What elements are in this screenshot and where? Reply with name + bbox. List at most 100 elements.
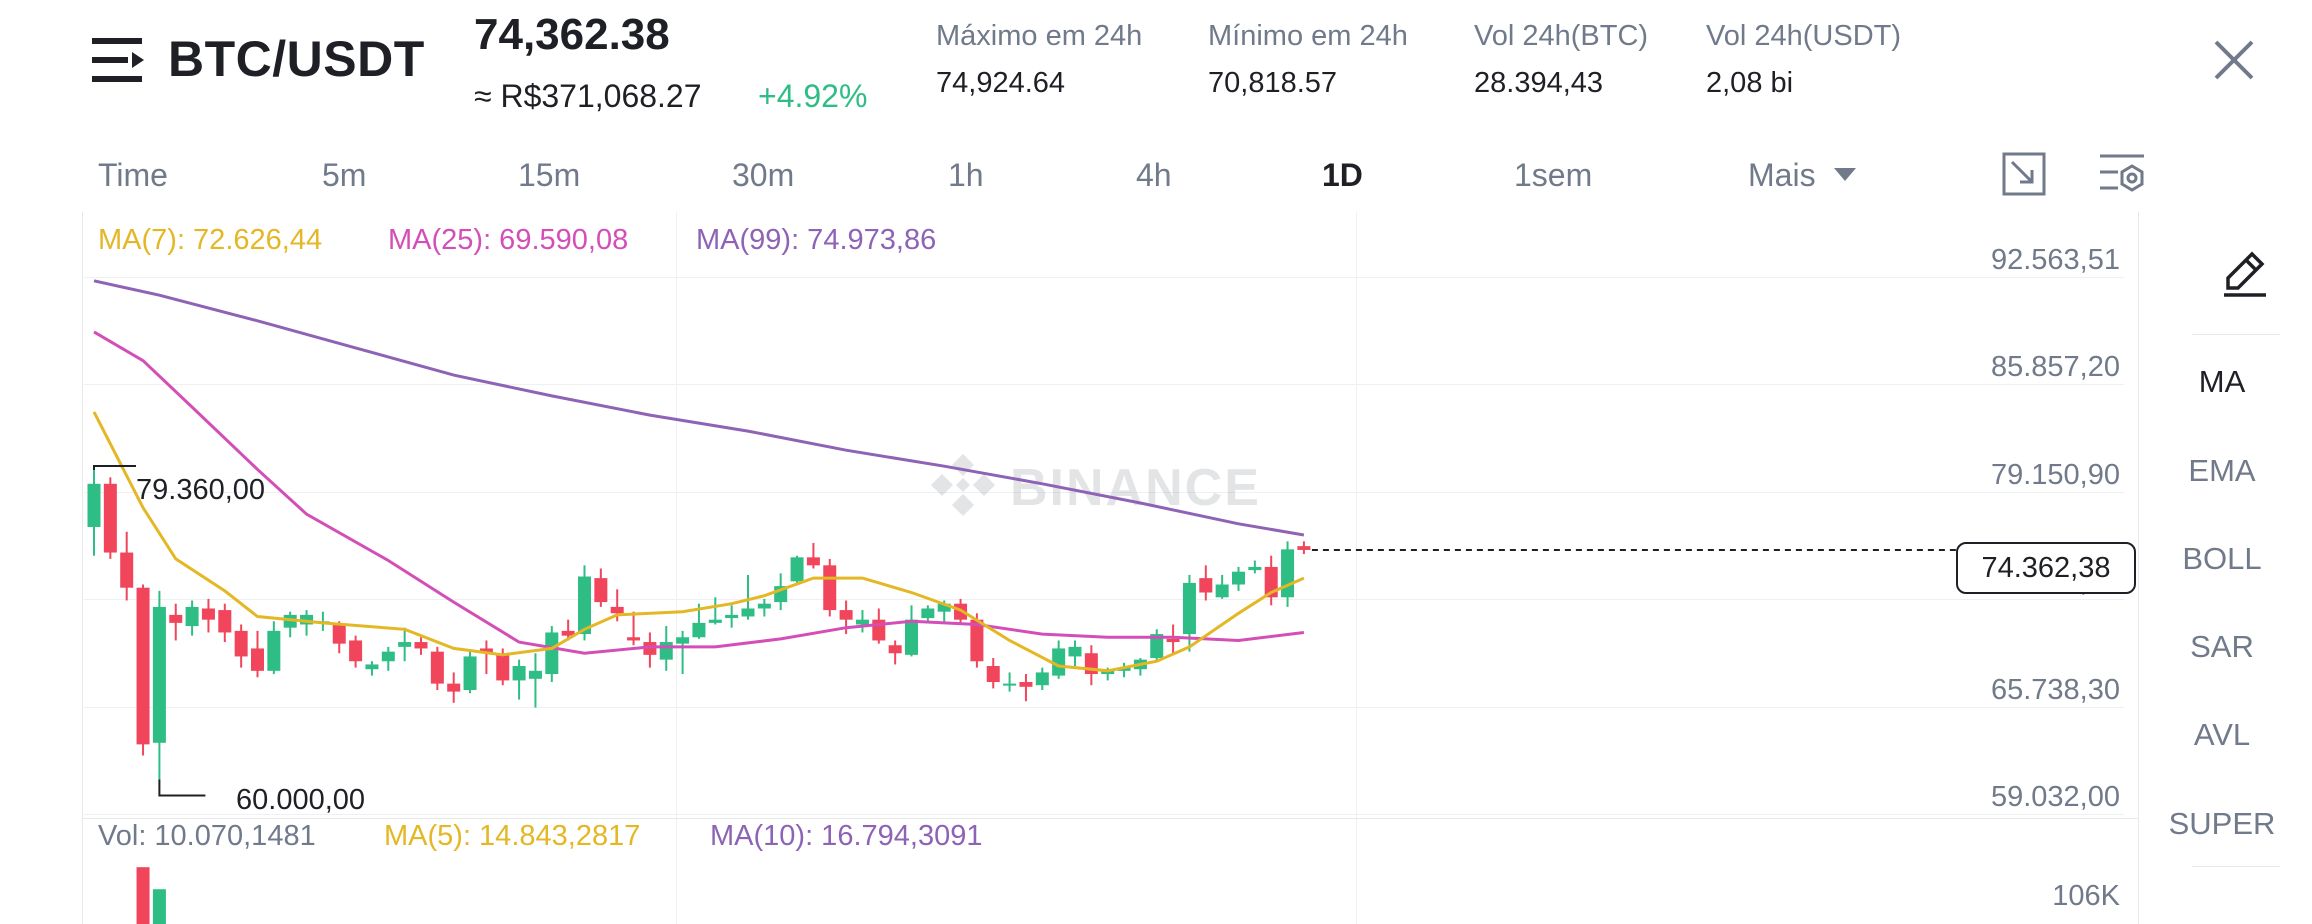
candle-body: [1281, 549, 1295, 598]
candle-body: [120, 552, 134, 588]
candle-body: [365, 664, 379, 670]
current-price-tag[interactable]: 74.362,38: [1956, 542, 2136, 594]
legend-ma7: MA(7): 72.626,44: [98, 224, 323, 256]
stat-label-vol-usdt: Vol 24h(USDT): [1706, 20, 1902, 52]
candle-body: [332, 624, 346, 644]
candle-body: [888, 645, 902, 654]
volume-divider: [82, 818, 2138, 819]
candle-body: [430, 651, 444, 684]
volume-axis-label: 106K: [2052, 880, 2120, 912]
side-divider: [2192, 334, 2280, 335]
binance-logo-icon: [931, 454, 995, 516]
candle-body: [627, 637, 641, 641]
close-icon[interactable]: [2214, 40, 2254, 80]
volume-ma5: MA(5): 14.843,2817: [384, 820, 641, 852]
candle-body: [741, 608, 755, 617]
candle-body: [659, 642, 673, 660]
stat-value-high: 74,924.64: [936, 67, 1066, 99]
tab-1d[interactable]: 1D: [1322, 157, 1363, 193]
volume-ma10: MA(10): 16.794,3091: [710, 820, 983, 852]
indicator-ema[interactable]: EMA: [2188, 453, 2256, 488]
dropdown-caret-icon[interactable]: [1834, 168, 1856, 182]
pair-title[interactable]: BTC/USDT: [168, 31, 425, 87]
low-marker-leader: [158, 779, 206, 797]
indicator-boll[interactable]: BOLL: [2182, 541, 2262, 576]
candle-body: [610, 606, 624, 614]
stat-value-vol-usdt: 2,08 bi: [1706, 67, 1794, 99]
tab-time[interactable]: Time: [98, 157, 168, 193]
price-change-percent: +4.92%: [758, 78, 868, 114]
tab-1sem[interactable]: 1sem: [1514, 157, 1593, 193]
candle-body: [855, 619, 869, 625]
tab-1h[interactable]: 1h: [948, 157, 984, 193]
candle-body: [905, 619, 918, 655]
price-axis-label: 85.857,20: [1990, 351, 2120, 383]
price-axis-label: 65.738,30: [1990, 674, 2120, 706]
grid-line: [84, 599, 2124, 600]
indicator-avl[interactable]: AVL: [2193, 717, 2251, 752]
candle-body: [512, 666, 526, 681]
candle-body: [676, 637, 690, 644]
candle-body: [300, 614, 314, 625]
candle-body: [528, 670, 542, 679]
stat-label-vol-btc: Vol 24h(BTC): [1474, 20, 1649, 52]
candle-body: [790, 557, 804, 582]
legend-ma25: MA(25): 69.590,08: [388, 224, 629, 256]
ma7-line: [92, 411, 1305, 673]
candle-body: [708, 619, 722, 623]
candle-body: [1101, 670, 1115, 675]
watermark-text: BINANCE: [1010, 459, 1261, 517]
high-marker-leader: [93, 465, 136, 471]
tab-more[interactable]: Mais: [1748, 157, 1816, 193]
candle-body: [1166, 638, 1180, 643]
candle-body: [103, 483, 117, 553]
tab-30m[interactable]: 30m: [732, 157, 795, 193]
candle-body: [545, 632, 559, 675]
indicator-ma[interactable]: MA: [2198, 364, 2246, 399]
candle-body: [447, 683, 461, 692]
tab-4h[interactable]: 4h: [1136, 157, 1172, 193]
indicator-sar[interactable]: SAR: [2190, 629, 2254, 664]
menu-icon[interactable]: [92, 36, 148, 84]
candle-body: [921, 608, 935, 619]
candle-body: [1182, 582, 1196, 635]
chart-right-border: [2138, 212, 2139, 924]
candle-body: [1150, 634, 1164, 659]
candle-body: [970, 619, 984, 662]
candle-body: [169, 614, 183, 623]
candle-body: [185, 606, 199, 627]
tab-15m[interactable]: 15m: [518, 157, 581, 193]
candle-body: [152, 606, 166, 743]
tab-5m[interactable]: 5m: [322, 157, 367, 193]
candle-body: [136, 587, 150, 745]
chart-settings-icon[interactable]: [2098, 152, 2146, 198]
candle-body: [806, 557, 820, 566]
candle-body: [578, 576, 591, 635]
candle-body: [1199, 578, 1213, 593]
candle-body: [1019, 682, 1033, 687]
candle-body: [479, 648, 493, 654]
indicator-super[interactable]: SUPER: [2168, 806, 2276, 841]
candle-body: [1068, 646, 1082, 657]
candle-body: [1297, 546, 1311, 550]
candle-body: [1003, 683, 1017, 686]
candle-body: [1215, 584, 1229, 598]
price-axis-label: 92.563,51: [1990, 244, 2120, 276]
candle-body: [839, 610, 853, 620]
grid-line: [84, 814, 2124, 815]
candle-body: [349, 640, 363, 662]
stat-value-vol-btc: 28.394,43: [1474, 67, 1604, 99]
grid-line: [84, 384, 2124, 385]
pencil-icon[interactable]: [2222, 250, 2268, 298]
candle-body: [463, 656, 477, 691]
fullscreen-icon[interactable]: [2002, 152, 2046, 196]
candle-body: [561, 630, 575, 636]
candle-body: [643, 642, 657, 655]
candle-body: [496, 654, 510, 681]
high-price-marker: 79.360,00: [136, 474, 266, 506]
candle-body: [414, 642, 428, 649]
candle-body: [1035, 672, 1049, 686]
candle-body: [267, 630, 281, 671]
candle-body: [725, 614, 739, 619]
